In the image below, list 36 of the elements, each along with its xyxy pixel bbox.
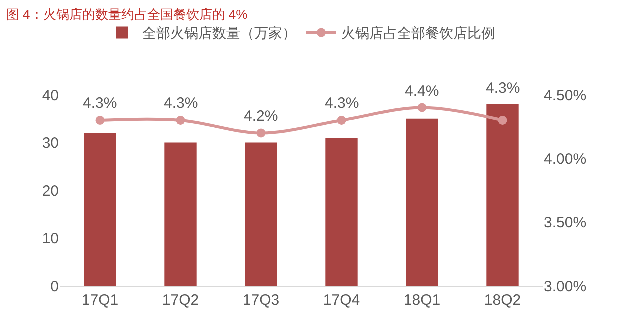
bar [486, 104, 519, 286]
y2-tick-label: 3.00% [544, 278, 587, 296]
y-tick-label: 30 [42, 135, 59, 152]
point [176, 116, 186, 125]
x-tick-label: 18Q1 [404, 292, 441, 309]
data-label: 4.3% [486, 80, 520, 97]
point [256, 128, 266, 138]
y2-tick-label: 3.50% [544, 214, 587, 232]
chart-title: 图 4：火锅店的数量约占全国餐饮店的 4% [6, 7, 248, 22]
bar [164, 142, 197, 286]
data-label: 4.3% [83, 95, 118, 112]
x-tick-label: 17Q3 [242, 292, 280, 309]
y-tick-label: 40 [42, 87, 59, 104]
y-tick-label: 20 [42, 182, 59, 200]
y-tick-label: 0 [50, 278, 59, 296]
x-tick-label: 18Q2 [484, 292, 522, 309]
data-label: 4.2% [244, 108, 278, 125]
point [498, 116, 508, 125]
x-tick-label: 17Q2 [162, 292, 200, 309]
legend-label: 火锅店占全部餐饮店比例 [342, 25, 496, 42]
y-tick-label: 10 [42, 230, 59, 248]
y2-tick-label: 4.00% [544, 150, 587, 168]
bar [406, 118, 438, 286]
bar [326, 138, 358, 286]
data-label: 4.4% [405, 83, 440, 100]
y2-tick-label: 4.50% [544, 87, 587, 104]
data-label: 4.3% [325, 95, 360, 112]
point [337, 116, 346, 125]
legend-label: 全部火锅店数量（万家） [142, 25, 296, 42]
bar [245, 142, 278, 286]
x-tick-label: 17Q4 [323, 292, 360, 309]
point [96, 116, 105, 125]
bar [84, 133, 116, 286]
data-label: 4.3% [164, 95, 198, 112]
point [418, 103, 427, 112]
x-tick-label: 17Q1 [82, 292, 119, 309]
